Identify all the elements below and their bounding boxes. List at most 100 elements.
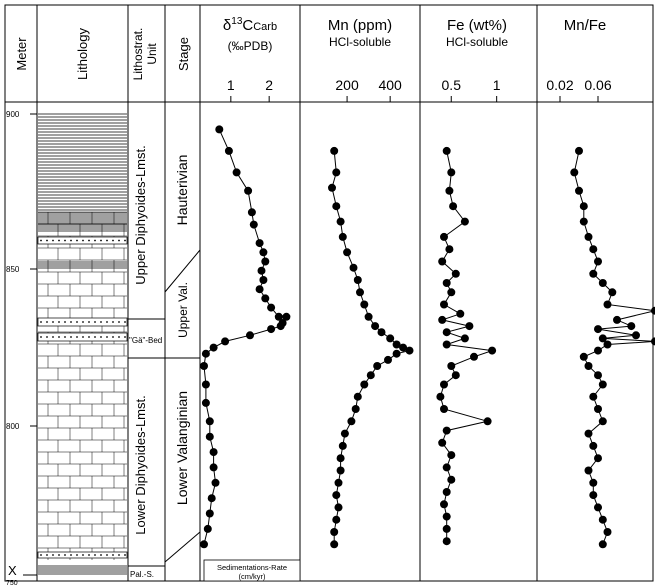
data-point (651, 306, 655, 315)
footer-note-box (203, 559, 301, 582)
lithology-marl-dot (76, 321, 78, 323)
data-point (442, 279, 451, 287)
data-point (259, 276, 268, 284)
lithology-marl-dot (82, 239, 84, 242)
data-point (488, 346, 497, 355)
lithology-marl-dot (70, 321, 72, 323)
data-point (224, 146, 233, 155)
mn-title: Mn (ppm) (328, 17, 392, 34)
lithology-marl-dot (106, 321, 108, 323)
data-point (386, 334, 395, 343)
lithology-marl-dot (70, 239, 72, 242)
data-point (274, 312, 283, 321)
lithology-marl-dot (124, 239, 126, 242)
lithology-marl-dot (52, 554, 54, 556)
data-point (343, 248, 352, 257)
data-point (575, 146, 583, 155)
lithology-marl-dot (52, 321, 54, 323)
data-point (336, 217, 345, 226)
data-point (603, 340, 612, 349)
data-point (261, 294, 270, 303)
data-point (579, 352, 588, 361)
data-point (442, 146, 451, 155)
data-point (651, 337, 655, 346)
lithology-marl-dot (52, 239, 54, 242)
data-point (438, 257, 447, 266)
data-point (608, 288, 617, 297)
data-point (442, 537, 451, 546)
data-point (447, 451, 456, 460)
data-point (392, 340, 401, 349)
data-point (201, 398, 210, 407)
data-point (249, 220, 258, 229)
lithology-marl-dot (88, 239, 90, 242)
data-point (570, 168, 579, 177)
data-point (330, 540, 339, 549)
data-point (257, 266, 266, 275)
data-point (589, 269, 598, 278)
data-point (460, 217, 469, 226)
data-point (632, 331, 640, 340)
data-point (399, 343, 408, 352)
data-point (247, 208, 256, 217)
data-point (442, 426, 451, 435)
data-point (330, 146, 339, 155)
data-point (442, 328, 451, 337)
data-point (436, 392, 445, 401)
data-point (207, 494, 216, 503)
data-point (338, 441, 347, 450)
data-point (447, 288, 456, 297)
lithology-marl-dot (64, 321, 66, 323)
data-point (598, 515, 607, 524)
lithology-marl-dot (58, 321, 60, 323)
lithology-header: Lithology (75, 27, 90, 80)
data-point (349, 263, 358, 272)
d13c-title-delta: δ (223, 17, 231, 34)
data-point (594, 325, 602, 334)
data-point (442, 463, 451, 472)
data-point (438, 315, 447, 324)
data-point (356, 288, 364, 297)
data-point (613, 315, 621, 324)
data-point (579, 217, 588, 226)
y-tick-label: 750 (6, 580, 18, 585)
stage-boundary (164, 249, 201, 293)
x-tick-label: 0.02 (546, 77, 573, 93)
data-point (351, 405, 360, 413)
data-point (589, 478, 598, 487)
lithology-marl-dot (124, 336, 126, 338)
panel-2: 0.5 1 (436, 77, 501, 546)
data-point (440, 300, 448, 309)
lithology-marl-dot (82, 336, 84, 338)
lithology-marl-dot (76, 336, 78, 338)
data-point (447, 475, 456, 484)
lithology-marl-dot (46, 336, 48, 338)
lithology-marl-dot (118, 239, 120, 242)
data-point (259, 248, 268, 257)
mnfe-title: Mn/Fe (564, 17, 607, 34)
data-point (328, 183, 336, 192)
data-point (584, 362, 593, 370)
lithology-marl-dot (82, 321, 84, 323)
data-point (261, 257, 270, 266)
panel-3: 0.02 0.06 (546, 77, 655, 549)
data-point (360, 380, 369, 389)
unit-pal-label: Pal.-S. (130, 570, 154, 579)
stage-header: Stage (176, 37, 191, 71)
data-point (451, 269, 460, 278)
lithology-marl-dot (46, 554, 48, 556)
x-tick-label: 1 (493, 77, 501, 93)
data-point (594, 257, 602, 266)
lithology-marl-dot (46, 239, 48, 242)
y-tick-label: 900 (6, 110, 20, 119)
data-point (267, 303, 276, 312)
data-point (594, 371, 602, 380)
y-tick-label: 800 (6, 422, 20, 431)
data-point (584, 466, 593, 475)
d13c-title-superscript: 13 (231, 16, 243, 27)
data-point (347, 417, 356, 426)
data-point (338, 232, 347, 241)
lithology-marl-dot (100, 554, 102, 556)
data-point (332, 168, 341, 177)
